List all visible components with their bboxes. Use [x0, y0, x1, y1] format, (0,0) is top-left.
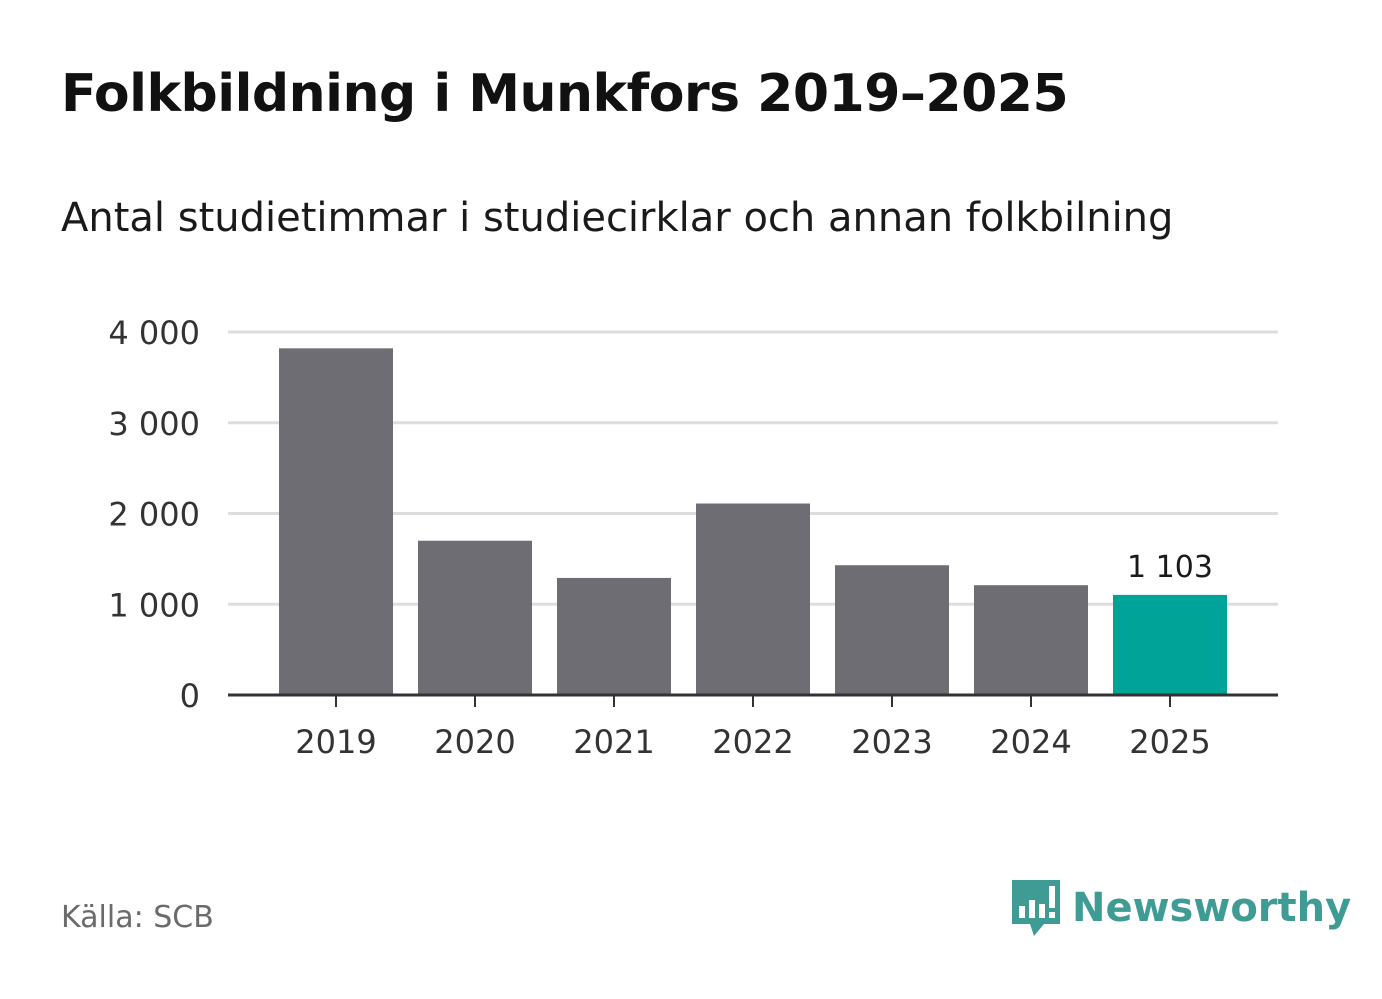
bar — [696, 503, 810, 695]
y-tick-label: 4 000 — [108, 314, 200, 352]
x-tick-label: 2022 — [712, 723, 793, 761]
bar — [279, 348, 393, 695]
x-tick-label: 2020 — [434, 723, 515, 761]
data-label: 1 103 — [1127, 550, 1213, 585]
brand-logo: Newsworthy — [1010, 878, 1351, 938]
bar-chart: 0 1 000 2 000 3 000 4 000 2019 2020 2021 2022 202… — [108, 314, 1278, 761]
bar — [418, 540, 532, 695]
source-note: Källa: SCB — [61, 900, 214, 935]
y-tick-label: 1 000 — [108, 586, 200, 624]
y-tick-label: 0 — [180, 677, 200, 715]
y-tick-label: 3 000 — [108, 405, 200, 443]
bar — [1113, 594, 1227, 695]
x-tick-label: 2024 — [990, 723, 1071, 761]
x-tick-label: 2019 — [295, 723, 376, 761]
brand-name: Newsworthy — [1072, 885, 1352, 931]
x-tick-label: 2025 — [1129, 723, 1210, 761]
y-tick-label: 2 000 — [108, 496, 200, 534]
x-tick-label: 2021 — [573, 723, 654, 761]
bar — [835, 565, 949, 695]
bar — [974, 585, 1088, 695]
chart-title: Folkbildning i Munkfors 2019–2025 — [61, 64, 1069, 124]
x-tick-label: 2023 — [851, 723, 932, 761]
chart-subtitle: Antal studietimmar i studiecirklar och a… — [61, 195, 1174, 241]
newsworthy-logo-icon — [1012, 880, 1060, 936]
bar — [557, 577, 671, 695]
